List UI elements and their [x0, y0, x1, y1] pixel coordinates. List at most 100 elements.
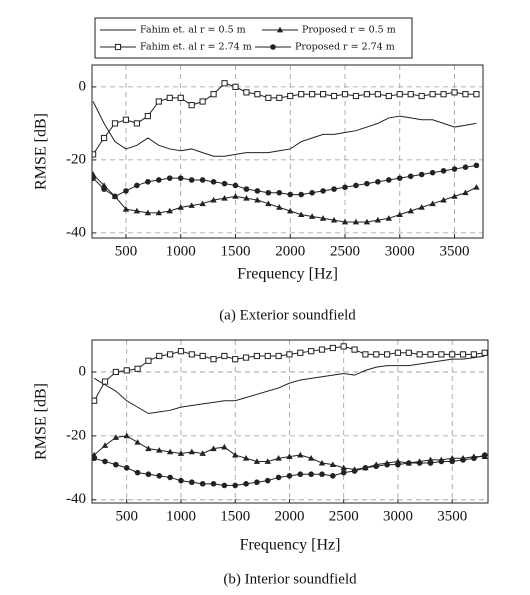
- square-marker: [418, 92, 425, 100]
- circle-marker: [210, 481, 217, 487]
- circle-marker: [481, 452, 488, 458]
- square-marker: [254, 91, 261, 98]
- square-marker: [123, 367, 130, 374]
- circle-marker: [177, 175, 184, 181]
- square-marker: [297, 349, 304, 356]
- square-marker: [243, 89, 250, 96]
- triangle-marker: [297, 451, 304, 458]
- triangle-marker: [199, 200, 206, 207]
- legend-label: Fahim et. al r = 2.74 m: [140, 42, 252, 53]
- circle-marker: [156, 473, 163, 479]
- square-marker: [318, 346, 326, 353]
- plot-area: [92, 65, 483, 238]
- square-marker: [373, 351, 380, 358]
- circle-marker: [473, 162, 480, 169]
- square-marker: [308, 348, 315, 355]
- circle-marker: [438, 458, 445, 465]
- x-tick-label: 2500: [330, 243, 360, 259]
- circle-marker: [221, 482, 228, 489]
- circle-marker: [440, 168, 447, 174]
- circle-marker: [156, 177, 162, 183]
- circle-marker: [102, 458, 108, 465]
- x-tick-label: 3500: [437, 508, 467, 524]
- circle-marker: [167, 474, 173, 481]
- circle-marker: [364, 180, 370, 187]
- series-group: [92, 343, 488, 489]
- series-line: [92, 101, 477, 157]
- triangle-marker: [276, 26, 284, 33]
- circle-marker: [188, 177, 195, 183]
- x-tick-label: 1500: [220, 243, 250, 259]
- triangle-marker: [232, 451, 239, 458]
- circle-marker: [134, 182, 140, 189]
- circle-marker: [232, 182, 239, 189]
- triangle-marker: [188, 202, 195, 208]
- square-marker: [286, 351, 293, 358]
- triangle-marker: [297, 211, 305, 218]
- triangle-marker: [341, 218, 349, 225]
- circle-marker: [286, 473, 293, 479]
- circle-marker: [406, 460, 412, 466]
- circle-marker: [243, 186, 250, 192]
- square-marker: [144, 112, 151, 120]
- x-tick-label: 1000: [166, 508, 196, 524]
- circle-marker: [134, 469, 141, 476]
- triangle-marker: [133, 207, 141, 214]
- square-marker: [405, 349, 412, 356]
- circle-marker: [189, 479, 195, 486]
- square-marker: [177, 348, 185, 355]
- triangle-marker: [112, 434, 120, 440]
- square-marker: [264, 352, 271, 360]
- triangle-marker: [440, 196, 447, 203]
- square-marker: [287, 92, 294, 100]
- circle-marker: [166, 175, 173, 181]
- square-marker: [166, 94, 173, 101]
- square-marker: [276, 94, 283, 101]
- circle-marker: [427, 460, 434, 466]
- legend-label: Proposed r = 2.74 m: [295, 42, 395, 53]
- y-axis-title: RMSE [dB]: [33, 113, 50, 190]
- circle-marker: [340, 469, 347, 476]
- square-marker: [221, 352, 228, 360]
- x-axis-title: Frequency [Hz]: [237, 266, 338, 283]
- square-marker: [221, 80, 228, 87]
- triangle-marker: [352, 218, 360, 225]
- circle-marker: [254, 188, 261, 194]
- circle-marker: [232, 482, 239, 489]
- square-marker: [385, 92, 392, 100]
- circle-marker: [353, 182, 359, 189]
- triangle-marker: [242, 455, 250, 461]
- square-marker: [242, 354, 250, 361]
- circle-marker: [178, 477, 184, 484]
- triangle-marker: [473, 184, 480, 190]
- triangle-marker: [188, 448, 196, 455]
- square-marker: [275, 352, 282, 360]
- square-marker: [351, 346, 358, 353]
- square-marker: [265, 94, 272, 101]
- circle-marker: [123, 188, 129, 194]
- square-marker: [188, 102, 195, 109]
- circle-marker: [462, 164, 469, 170]
- circle-marker: [429, 169, 436, 176]
- circle-marker: [330, 473, 336, 479]
- triangle-marker: [385, 215, 393, 221]
- square-marker: [188, 351, 195, 358]
- triangle-marker: [144, 209, 152, 216]
- series-line: [93, 355, 485, 415]
- square-marker: [100, 134, 108, 142]
- triangle-marker: [134, 439, 141, 445]
- triangle-marker: [264, 458, 271, 464]
- square-marker: [133, 120, 141, 127]
- circle-marker: [276, 189, 283, 196]
- circle-marker: [270, 44, 276, 50]
- square-marker: [440, 91, 447, 98]
- triangle-marker: [287, 207, 294, 214]
- circle-marker: [199, 481, 206, 487]
- square-marker: [114, 43, 122, 51]
- triangle-marker: [253, 458, 261, 464]
- circle-marker: [331, 186, 337, 192]
- square-marker: [407, 91, 414, 98]
- triangle-marker: [451, 193, 458, 199]
- plot-frame: [91, 339, 489, 504]
- x-tick-label: 2500: [329, 508, 359, 524]
